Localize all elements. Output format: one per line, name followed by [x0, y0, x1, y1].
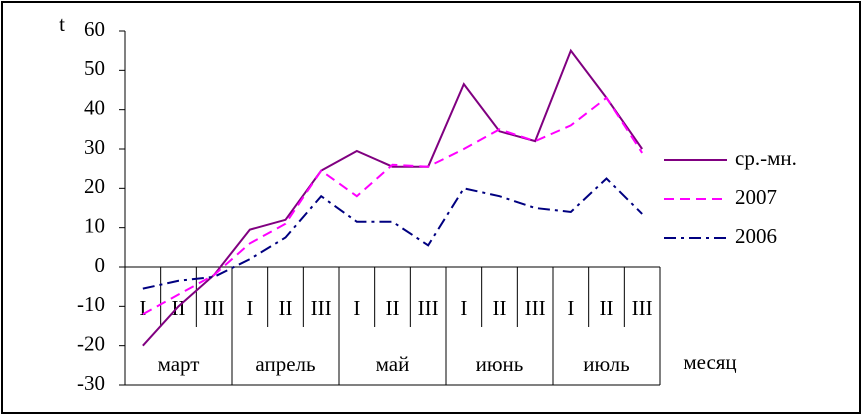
y-tick-label: 20: [84, 174, 105, 198]
series-line: [142, 177, 643, 290]
x-tick-label: I: [460, 296, 467, 320]
x-tick-label: II: [493, 296, 507, 320]
y-tick-label: 30: [84, 135, 105, 159]
group-label: май: [376, 352, 410, 376]
y-tick-label: 40: [84, 95, 105, 119]
x-tick-label: II: [600, 296, 614, 320]
x-tick-label: II: [279, 296, 293, 320]
y-tick-label: 10: [84, 213, 105, 237]
series-line: [142, 96, 644, 316]
x-tick-label: I: [567, 296, 574, 320]
x-tick-label: I: [139, 296, 146, 320]
legend-label: ср.-мн.: [735, 146, 797, 170]
y-tick-label: -20: [77, 331, 105, 355]
y-tick-label: -10: [77, 292, 105, 316]
x-tick-label: I: [353, 296, 360, 320]
y-axis-label: t: [59, 12, 65, 36]
y-tick-label: -30: [77, 371, 105, 395]
y-tick-label: 60: [84, 17, 105, 41]
x-tick-label: II: [386, 296, 400, 320]
legend-label: 2007: [735, 185, 777, 209]
x-axis-label: месяц: [683, 350, 736, 374]
x-tick-label: III: [632, 296, 653, 320]
x-tick-label: III: [525, 296, 546, 320]
series-line: [142, 48, 643, 347]
x-tick-label: I: [246, 296, 253, 320]
x-tick-label: III: [311, 296, 332, 320]
y-tick-label: 0: [95, 253, 106, 277]
x-tick-label: III: [418, 296, 439, 320]
group-label: март: [158, 352, 200, 376]
y-tick-label: 50: [84, 56, 105, 80]
legend-label: 2006: [735, 224, 777, 248]
group-label: апрель: [255, 352, 315, 376]
group-label: июнь: [476, 352, 524, 376]
group-label: июль: [583, 352, 629, 376]
x-tick-label: III: [204, 296, 225, 320]
